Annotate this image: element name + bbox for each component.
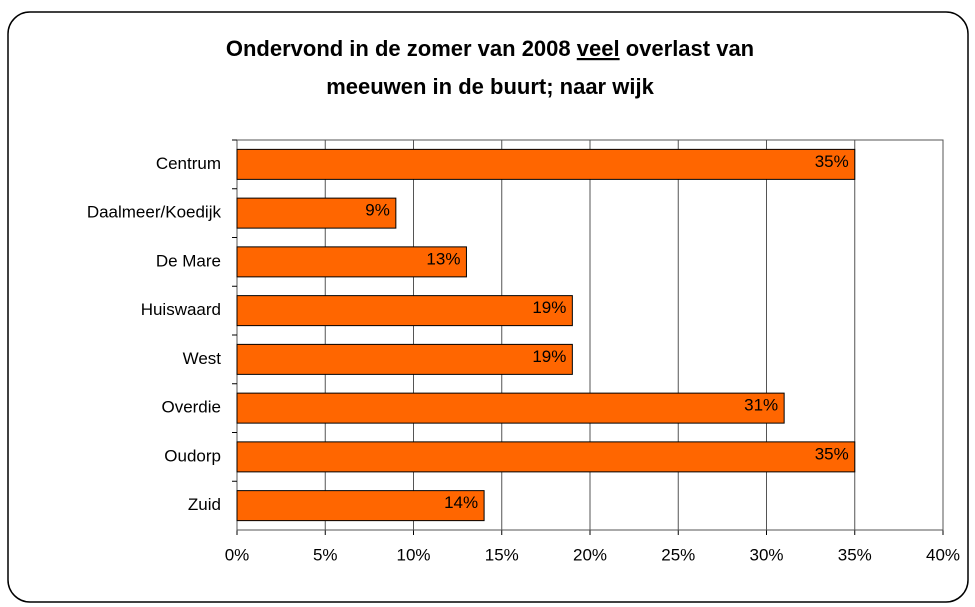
x-tick-label: 0%	[225, 545, 250, 564]
y-tick-label: Daalmeer/Koedijk	[87, 203, 222, 222]
y-tick-label: Zuid	[188, 495, 221, 514]
title-part: overlast van	[626, 36, 754, 61]
x-tick-label: 20%	[573, 545, 607, 564]
value-label: 14%	[444, 493, 478, 512]
bar	[236, 490, 485, 522]
x-tick-label: 5%	[313, 545, 338, 564]
title-part: meeuwen in de buurt; naar wijk	[326, 74, 654, 99]
title-part: Ondervond in de zomer van 2008	[226, 36, 571, 61]
bar	[236, 148, 856, 180]
x-tick-label: 10%	[396, 545, 430, 564]
value-label: 9%	[365, 201, 390, 220]
title-emphasis: veel	[577, 36, 620, 61]
bar	[236, 295, 573, 327]
x-tick-label: 25%	[661, 545, 695, 564]
y-tick-label: Oudorp	[164, 446, 221, 465]
chart-title: meeuwen in de buurt; naar wijk	[326, 74, 654, 99]
x-tick-label: 35%	[838, 545, 872, 564]
bar	[236, 441, 856, 473]
x-tick-label: 40%	[926, 545, 960, 564]
value-label: 19%	[532, 298, 566, 317]
bar	[236, 197, 397, 229]
y-tick-label: Huiswaard	[141, 300, 221, 319]
value-label: 35%	[815, 152, 849, 171]
value-label: 35%	[815, 444, 849, 463]
chart-title: Ondervond in de zomer van 2008 veel over…	[226, 36, 754, 61]
bar	[236, 246, 467, 278]
x-tick-label: 30%	[749, 545, 783, 564]
value-label: 19%	[532, 347, 566, 366]
value-label: 31%	[744, 396, 778, 415]
value-label: 13%	[426, 249, 460, 268]
bar	[236, 392, 785, 424]
y-tick-label: De Mare	[156, 251, 221, 270]
bar	[236, 343, 573, 375]
y-tick-label: Centrum	[156, 154, 221, 173]
y-tick-label: West	[183, 349, 222, 368]
x-tick-label: 15%	[485, 545, 519, 564]
y-tick-label: Overdie	[161, 398, 221, 417]
